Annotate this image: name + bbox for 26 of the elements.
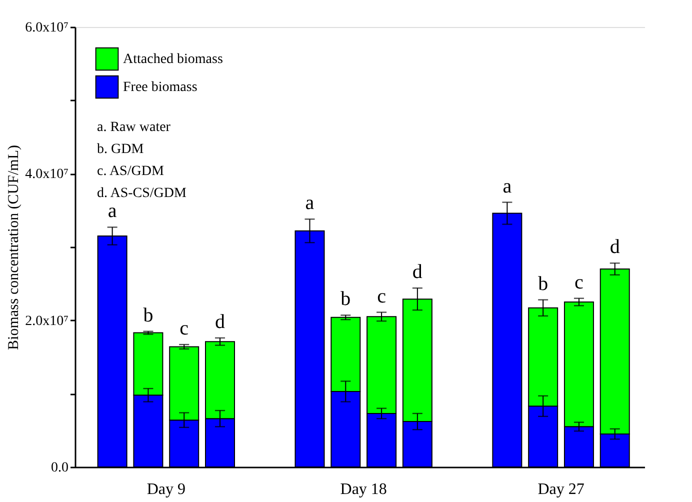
data-label: c xyxy=(180,318,189,340)
annotation: c. AS/GDM xyxy=(97,164,164,179)
text: Day 27 xyxy=(538,481,584,498)
data-label: a xyxy=(305,192,314,214)
data-label: b xyxy=(538,272,548,295)
annotation: b. GDM xyxy=(97,142,144,157)
data-label: a xyxy=(108,200,117,222)
annotation: d. AS-CS/GDM xyxy=(97,186,188,201)
y-tick-label: 6.0x10⁷ xyxy=(25,20,69,36)
text: Day 18 xyxy=(340,481,387,498)
y-tick-label: 0.0 xyxy=(51,460,68,476)
data-label: d xyxy=(412,261,422,284)
data-label: c xyxy=(377,285,386,308)
y-axis-title: Biomass concentration (CUF/mL) xyxy=(6,145,22,350)
y-tick-label: 2.0x10⁷ xyxy=(25,314,69,329)
legend-label: Free biomass xyxy=(123,80,198,95)
data-label: c xyxy=(574,271,584,294)
y-tick-label: 4.0x10⁷ xyxy=(25,167,69,182)
legend-label: Attached biomass xyxy=(123,52,223,67)
data-label: b xyxy=(340,288,351,310)
data-label: b xyxy=(143,304,154,326)
text: Day 9 xyxy=(146,481,186,498)
data-label: d xyxy=(215,310,225,333)
annotation: a. Raw water xyxy=(97,120,171,135)
data-label: a xyxy=(502,175,512,198)
data-label: d xyxy=(610,236,620,258)
